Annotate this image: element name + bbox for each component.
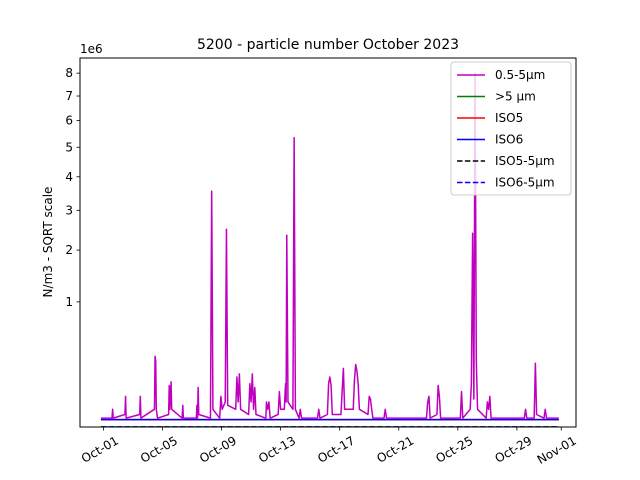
y-tick-label: 2 bbox=[65, 243, 73, 257]
y-tick-label: 3 bbox=[65, 203, 73, 217]
y-tick-label: 6 bbox=[65, 114, 73, 128]
legend-label: >5 µm bbox=[495, 90, 536, 104]
plot-frame bbox=[79, 57, 577, 428]
x-tick-label: Oct-21 bbox=[374, 433, 416, 465]
x-tick-label: Nov-01 bbox=[535, 433, 579, 466]
plot-area bbox=[100, 72, 559, 427]
y-axis-label: N/m3 - SQRT scale bbox=[41, 187, 55, 298]
x-tick-label: Oct-17 bbox=[315, 433, 357, 465]
y-tick-label: 1 bbox=[65, 295, 73, 309]
y-tick-label: 8 bbox=[65, 66, 73, 80]
y-axis-ticks: 1 2 3 4 5 6 7 8 bbox=[65, 66, 80, 309]
series-line-0 bbox=[100, 72, 559, 419]
legend-label: ISO6-5µm bbox=[495, 176, 555, 190]
x-tick-label: Oct-09 bbox=[197, 433, 239, 465]
x-tick-label: Oct-05 bbox=[138, 433, 180, 465]
x-tick-label: Oct-13 bbox=[256, 433, 298, 465]
legend-label: ISO5-5µm bbox=[495, 154, 555, 168]
chart-title: 5200 - particle number October 2023 bbox=[197, 37, 459, 53]
x-tick-label: Oct-29 bbox=[492, 433, 534, 465]
legend: 0.5-5µm >5 µm ISO5 ISO6 ISO5-5µm ISO6-5µm bbox=[450, 61, 572, 196]
x-tick-label: Oct-25 bbox=[433, 433, 475, 465]
y-tick-label: 4 bbox=[65, 170, 73, 184]
x-axis-ticks: Oct-01 Oct-05 Oct-09 Oct-13 Oct-17 Oct-21 Oct-… bbox=[79, 427, 579, 467]
legend-label: ISO5 bbox=[495, 111, 523, 125]
legend-label: ISO6 bbox=[495, 133, 523, 147]
y-tick-label: 7 bbox=[65, 89, 73, 103]
legend-label: 0.5-5µm bbox=[495, 68, 545, 82]
y-axis-multiplier: 1e6 bbox=[80, 42, 103, 56]
y-tick-label: 5 bbox=[65, 140, 73, 154]
x-tick-label: Oct-01 bbox=[79, 433, 121, 465]
